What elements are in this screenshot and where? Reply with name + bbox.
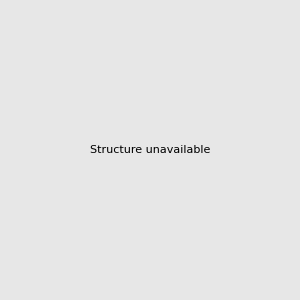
Text: Structure unavailable: Structure unavailable bbox=[90, 145, 210, 155]
